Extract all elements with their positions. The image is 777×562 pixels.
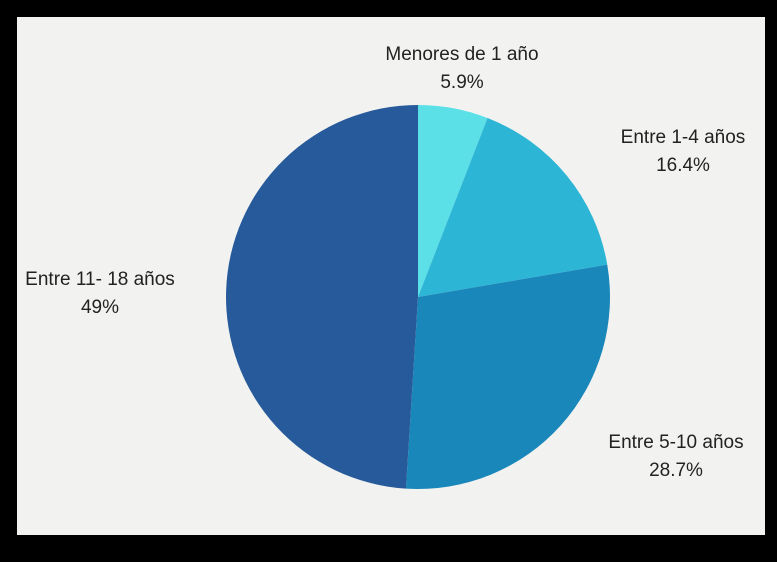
pie-slice [418, 105, 488, 297]
pie-slice [226, 105, 418, 489]
pie-slice [418, 118, 608, 297]
slice-label: Entre 5-10 años [608, 432, 743, 453]
slice-value-label: 16.4% [656, 155, 710, 176]
slice-value-label: 28.7% [649, 460, 703, 481]
slice-label: Menores de 1 año [385, 44, 538, 65]
slice-label: Entre 1-4 años [621, 127, 746, 148]
slice-label: Entre 11- 18 años [25, 269, 175, 290]
pie-slice [405, 264, 610, 489]
slice-value-label: 49% [81, 297, 119, 318]
slice-value-label: 5.9% [440, 72, 483, 93]
